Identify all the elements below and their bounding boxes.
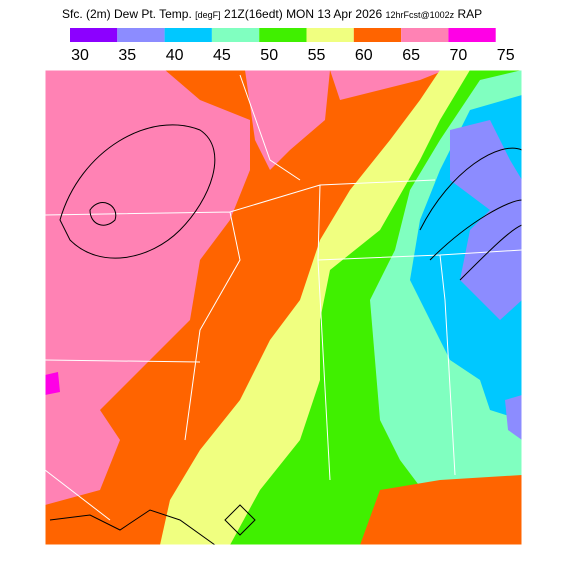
legend-swatch [306,28,354,42]
legend-label: 35 [118,47,136,64]
legend-swatch [259,28,307,42]
legend-label: 60 [355,47,373,64]
legend-label: 40 [166,47,184,64]
legend-label: 75 [497,47,515,64]
map-field [45,70,522,545]
field-pink [245,70,330,170]
legend-swatch [211,28,260,42]
legend-swatch [117,28,165,42]
legend-swatch [401,28,449,42]
legend: 30 35 40 45 50 55 60 65 70 75 [70,28,515,64]
state-line [45,74,522,521]
title-part: MON 13 Apr 2026 [286,7,382,21]
title-part: Sfc. (2m) Dew Pt. Temp. [62,7,192,21]
title-part: 12hrFcst@1002z [385,10,454,20]
legend-swatch [353,28,402,42]
field-orange [360,475,522,545]
field-periwinkle [505,395,522,440]
title-part: RAP [457,7,482,21]
legend-label: 65 [402,47,420,64]
legend-swatch [164,28,212,42]
field-periwinkle [450,120,522,320]
legend-label: 30 [71,47,89,64]
map-frame [44,69,523,546]
legend-label: 70 [450,47,468,64]
legend-label: 45 [213,47,231,64]
legend-label: 55 [308,47,326,64]
title-part: 21Z(16edt) [224,7,283,21]
legend-label: 50 [260,47,278,64]
title-part: [degF] [195,10,221,20]
legend-swatch [70,28,118,42]
title: Sfc. (2m) Dew Pt. Temp. [degF] 21Z(16edt… [62,7,482,21]
legend-swatch [448,28,496,42]
field-magenta [45,372,60,395]
contour-line [49,124,522,545]
